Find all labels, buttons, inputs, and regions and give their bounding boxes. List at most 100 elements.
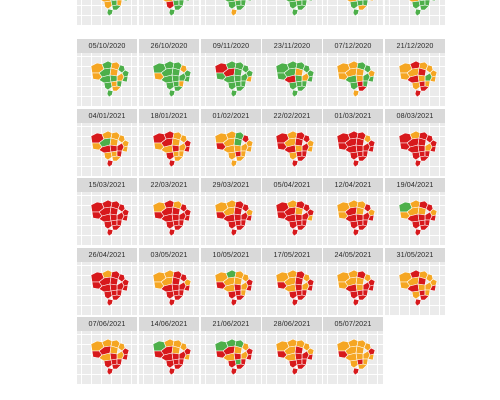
- brazil-map: [90, 130, 130, 168]
- state-region: [165, 359, 175, 369]
- panel-date-label: 26/04/2021: [77, 248, 137, 262]
- state-region: [121, 0, 128, 2]
- state-region: [363, 342, 372, 352]
- brazil-map: [90, 60, 130, 98]
- brazil-map: [275, 199, 315, 237]
- state-region: [288, 220, 298, 230]
- panel-date-label: 31/05/2021: [385, 248, 445, 262]
- state-region: [103, 81, 113, 91]
- state-region: [288, 0, 298, 10]
- state-region: [357, 4, 368, 11]
- panel-date-label: 07/12/2020: [323, 39, 383, 53]
- map-plot-area: [262, 192, 322, 245]
- map-panel: 07/06/2021: [77, 317, 137, 384]
- state-region: [111, 224, 122, 231]
- state-region: [235, 155, 246, 162]
- state-region: [288, 290, 298, 300]
- panel-date-label: 05/07/2021: [323, 317, 383, 331]
- state-region: [121, 75, 129, 83]
- state-region: [227, 220, 237, 230]
- state-region: [121, 284, 129, 292]
- state-region: [245, 0, 252, 2]
- map-panel: 01/03/2021: [323, 109, 383, 176]
- state-region: [357, 155, 368, 162]
- brazil-map: [214, 130, 254, 168]
- map-panel: 15/03/2021: [77, 178, 137, 245]
- state-region: [165, 220, 175, 230]
- state-region: [245, 75, 253, 83]
- brazil-map: [214, 338, 254, 376]
- state-region: [411, 0, 421, 10]
- brazil-map: [398, 60, 438, 98]
- state-region: [121, 353, 129, 361]
- state-region: [296, 85, 307, 92]
- panel-date-label: 04/01/2021: [77, 109, 137, 123]
- state-region: [173, 85, 184, 92]
- brazil-map: [275, 338, 315, 376]
- state-region: [352, 159, 360, 168]
- state-region: [306, 353, 314, 361]
- state-region: [352, 367, 360, 376]
- state-region: [173, 4, 184, 11]
- state-region: [288, 81, 298, 91]
- state-region: [429, 75, 437, 83]
- brazil-map: [152, 338, 192, 376]
- state-region: [367, 353, 375, 361]
- state-region: [306, 284, 314, 292]
- state-region: [306, 0, 313, 2]
- map-panel: 23/11/2020: [262, 39, 322, 106]
- state-region: [352, 298, 360, 307]
- state-region: [411, 81, 421, 91]
- brazil-map: [275, 269, 315, 307]
- map-plot-area: [201, 262, 261, 315]
- brazil-map: [214, 60, 254, 98]
- state-region: [227, 290, 237, 300]
- map-panel: 24/05/2021: [323, 248, 383, 315]
- map-panel: 07/12/2020: [323, 39, 383, 106]
- map-plot-area: [262, 53, 322, 106]
- state-region: [227, 151, 237, 161]
- state-region: [367, 75, 375, 83]
- state-region: [103, 0, 113, 10]
- brazil-map: [90, 199, 130, 237]
- state-region: [414, 8, 422, 17]
- state-region: [291, 367, 299, 376]
- panel-date-label: 03/05/2021: [139, 248, 199, 262]
- map-plot-area: [77, 192, 137, 245]
- state-region: [296, 363, 307, 370]
- state-region: [230, 159, 238, 168]
- map-panel: 19/04/2021: [385, 178, 445, 245]
- state-region: [179, 64, 188, 74]
- state-region: [425, 203, 434, 213]
- state-region: [425, 64, 434, 74]
- state-region: [425, 273, 434, 283]
- state-region: [414, 298, 422, 307]
- map-panel: 09/11/2020: [201, 39, 261, 106]
- state-region: [306, 145, 314, 153]
- map-panel-partial: [139, 0, 199, 25]
- state-region: [183, 214, 191, 222]
- state-region: [349, 290, 359, 300]
- brazil-map: [224, 0, 252, 17]
- state-region: [291, 89, 299, 98]
- state-region: [291, 8, 299, 17]
- state-region: [429, 145, 437, 153]
- map-panel: 12/04/2021: [323, 178, 383, 245]
- brazil-map: [346, 0, 374, 17]
- brazil-map: [90, 269, 130, 307]
- state-region: [111, 4, 122, 11]
- map-panel: 10/05/2021: [201, 248, 261, 315]
- state-region: [411, 290, 421, 300]
- panel-date-label: 24/05/2021: [323, 248, 383, 262]
- brazil-map: [100, 0, 128, 17]
- state-region: [183, 0, 190, 2]
- state-region: [414, 228, 422, 237]
- state-region: [357, 224, 368, 231]
- state-region: [183, 145, 191, 153]
- map-panel-partial: [262, 0, 322, 25]
- map-plot-area: [323, 123, 383, 176]
- brazil-map: [152, 199, 192, 237]
- state-region: [103, 290, 113, 300]
- state-region: [411, 220, 421, 230]
